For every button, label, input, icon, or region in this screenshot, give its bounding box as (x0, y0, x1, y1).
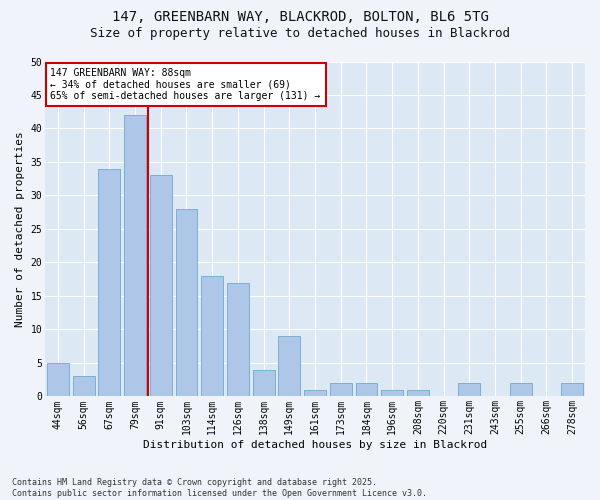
Bar (278, 336, 300, 396)
Bar (381, 390, 403, 396)
Bar (561, 383, 583, 396)
Bar (227, 282, 249, 397)
Bar (304, 390, 326, 396)
Bar (73, 376, 95, 396)
Bar (407, 390, 429, 396)
Bar (330, 383, 352, 396)
Bar (458, 383, 480, 396)
Bar (98, 168, 120, 396)
Bar (47, 363, 69, 396)
Text: Contains HM Land Registry data © Crown copyright and database right 2025.
Contai: Contains HM Land Registry data © Crown c… (12, 478, 427, 498)
Bar (201, 276, 223, 396)
X-axis label: Distribution of detached houses by size in Blackrod: Distribution of detached houses by size … (143, 440, 487, 450)
Text: Size of property relative to detached houses in Blackrod: Size of property relative to detached ho… (90, 28, 510, 40)
Y-axis label: Number of detached properties: Number of detached properties (15, 131, 25, 327)
Bar (150, 176, 172, 396)
Bar (356, 383, 377, 396)
Text: 147, GREENBARN WAY, BLACKROD, BOLTON, BL6 5TG: 147, GREENBARN WAY, BLACKROD, BOLTON, BL… (112, 10, 488, 24)
Bar (176, 209, 197, 396)
Bar (510, 383, 532, 396)
Bar (124, 115, 146, 396)
Bar (253, 370, 275, 396)
Text: 147 GREENBARN WAY: 88sqm
← 34% of detached houses are smaller (69)
65% of semi-d: 147 GREENBARN WAY: 88sqm ← 34% of detach… (50, 68, 321, 102)
